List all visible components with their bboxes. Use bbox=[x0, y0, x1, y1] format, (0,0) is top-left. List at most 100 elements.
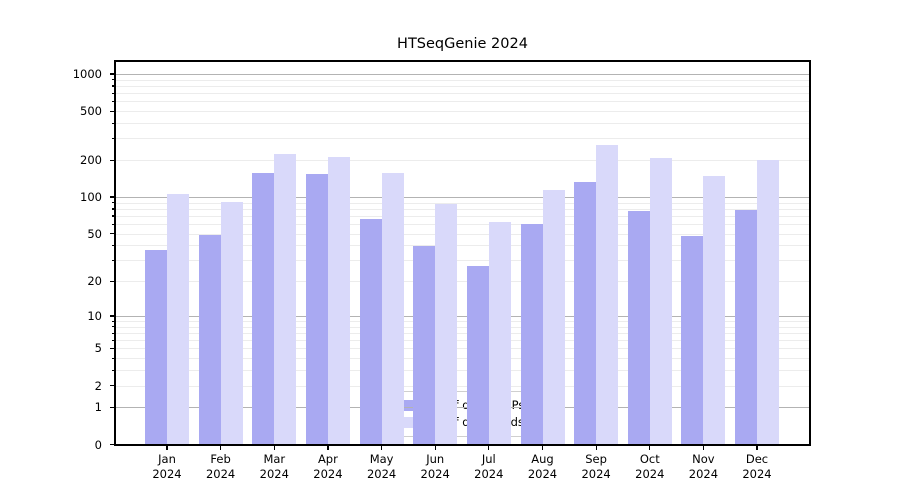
gridline-major bbox=[115, 315, 810, 317]
gridline-minor bbox=[115, 85, 810, 87]
bar-nb-of-downloads-feb bbox=[220, 201, 243, 445]
x-tick-label: Dec 2024 bbox=[742, 452, 772, 481]
x-tick-label: Aug 2024 bbox=[527, 452, 558, 481]
y-tick-label: 50 bbox=[87, 226, 102, 241]
bar-nb-of-distinct-ips-aug bbox=[520, 223, 543, 445]
x-tick-mark bbox=[702, 445, 705, 450]
gridline-minor bbox=[115, 123, 810, 124]
gridline-minor bbox=[115, 79, 810, 81]
bar-nb-of-downloads-oct bbox=[649, 158, 672, 445]
gridline-minor bbox=[115, 215, 810, 217]
y-tick-label: 10 bbox=[87, 308, 102, 323]
gridline-minor bbox=[115, 321, 810, 322]
gridline-minor bbox=[115, 93, 810, 95]
y-minor-tick-mark bbox=[112, 369, 115, 371]
y-minor-tick-mark bbox=[112, 339, 115, 341]
gridline-minor bbox=[115, 202, 810, 204]
legend-swatch-distinct-ips bbox=[389, 400, 419, 411]
x-tick-label: May 2024 bbox=[366, 452, 397, 481]
y-tick-label: 1 bbox=[94, 400, 102, 415]
gridline-minor bbox=[115, 233, 810, 235]
bar-nb-of-distinct-ips-nov bbox=[681, 236, 704, 445]
y-minor-tick-mark bbox=[112, 92, 115, 94]
bar-nb-of-downloads-mar bbox=[274, 153, 297, 445]
plot-border-bottom bbox=[114, 444, 811, 446]
gridline-minor bbox=[115, 138, 810, 140]
plot-border-top bbox=[114, 60, 811, 62]
x-tick-mark bbox=[273, 445, 275, 450]
y-minor-tick-mark bbox=[112, 332, 115, 334]
y-tick-mark bbox=[109, 159, 115, 161]
x-tick-label: Sep 2024 bbox=[581, 452, 611, 481]
bar-nb-of-distinct-ips-sep bbox=[574, 182, 597, 445]
x-tick-label: Jul 2024 bbox=[474, 452, 504, 481]
x-tick-label: Apr 2024 bbox=[313, 452, 343, 481]
gridline-minor bbox=[115, 370, 810, 372]
x-tick-mark bbox=[166, 445, 168, 450]
bar-nb-of-downloads-nov bbox=[703, 175, 726, 445]
bar-nb-of-distinct-ips-jul bbox=[466, 266, 489, 445]
y-minor-tick-mark bbox=[112, 223, 115, 225]
y-tick-mark bbox=[109, 196, 115, 198]
x-tick-mark bbox=[649, 445, 651, 450]
gridline-minor bbox=[115, 245, 810, 247]
plot-area: Nb of distinct IPs Nb of downloads bbox=[115, 61, 810, 445]
x-tick-label: Oct 2024 bbox=[635, 452, 665, 481]
gridline-major bbox=[115, 197, 810, 198]
x-tick-mark bbox=[381, 445, 383, 450]
y-tick-mark bbox=[109, 406, 115, 408]
plot-border-left bbox=[114, 60, 116, 446]
bar-nb-of-downloads-may bbox=[381, 173, 404, 445]
y-tick-mark bbox=[109, 315, 115, 317]
bar-nb-of-distinct-ips-feb bbox=[198, 235, 221, 445]
gridline-minor bbox=[115, 385, 810, 387]
bar-nb-of-downloads-aug bbox=[542, 190, 565, 445]
x-tick-label: Mar 2024 bbox=[259, 452, 289, 481]
gridline-minor bbox=[115, 160, 810, 162]
y-minor-tick-mark bbox=[112, 79, 115, 81]
legend-swatch-downloads bbox=[389, 417, 419, 428]
bar-nb-of-distinct-ips-oct bbox=[627, 211, 650, 445]
x-tick-label: Jan 2024 bbox=[152, 452, 182, 481]
gridline-minor bbox=[115, 348, 810, 350]
bar-nb-of-distinct-ips-may bbox=[359, 218, 382, 445]
gridline-minor bbox=[115, 260, 810, 262]
bar-nb-of-downloads-jan bbox=[167, 194, 189, 445]
y-tick-mark bbox=[109, 280, 115, 282]
y-minor-tick-mark bbox=[112, 357, 115, 359]
y-tick-label: 200 bbox=[80, 153, 102, 168]
gridline-major bbox=[115, 407, 810, 409]
y-minor-tick-mark bbox=[112, 259, 115, 262]
y-tick-mark bbox=[109, 73, 115, 75]
bar-nb-of-downloads-jun bbox=[435, 203, 458, 445]
x-tick-mark bbox=[434, 445, 436, 450]
y-tick-label: 100 bbox=[80, 190, 102, 204]
bar-nb-of-downloads-apr bbox=[327, 156, 350, 445]
y-minor-tick-mark bbox=[112, 326, 115, 328]
gridline-minor bbox=[115, 111, 810, 113]
bar-nb-of-distinct-ips-mar bbox=[252, 173, 275, 445]
x-tick-label: Jun 2024 bbox=[420, 452, 450, 481]
y-tick-mark bbox=[109, 443, 115, 446]
y-minor-tick-mark bbox=[112, 100, 115, 103]
bar-nb-of-distinct-ips-apr bbox=[305, 173, 328, 445]
y-tick-label: 0 bbox=[94, 437, 102, 452]
bar-nb-of-distinct-ips-jun bbox=[413, 245, 436, 445]
y-tick-label: 2 bbox=[94, 378, 102, 393]
y-minor-tick-mark bbox=[112, 208, 115, 210]
gridline-minor bbox=[115, 208, 810, 210]
gridline-minor bbox=[115, 333, 810, 334]
gridline-minor bbox=[115, 326, 810, 328]
gridline-major bbox=[115, 73, 810, 75]
y-tick-mark bbox=[109, 233, 115, 235]
gridline-minor bbox=[115, 340, 810, 342]
y-tick-label: 5 bbox=[94, 341, 102, 356]
y-tick-label: 20 bbox=[87, 274, 102, 289]
y-tick-label: 500 bbox=[80, 104, 102, 119]
y-minor-tick-mark bbox=[112, 320, 115, 322]
x-tick-mark bbox=[541, 445, 544, 450]
x-tick-mark bbox=[756, 445, 758, 450]
y-minor-tick-mark bbox=[112, 244, 115, 247]
y-minor-tick-mark bbox=[112, 202, 115, 204]
